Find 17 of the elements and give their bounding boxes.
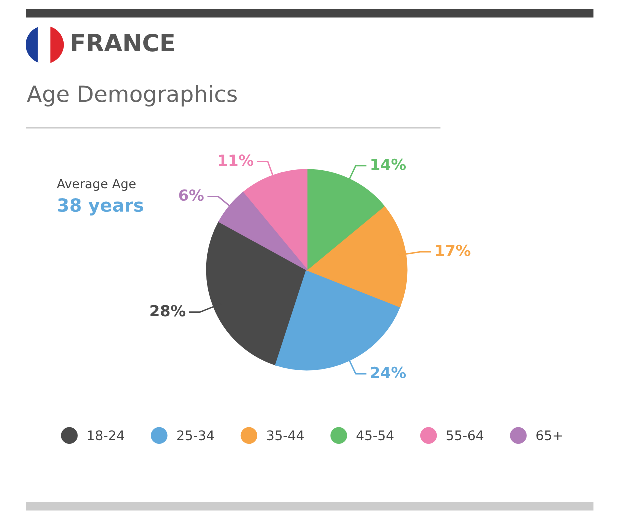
data-label: 6% [179, 190, 204, 202]
legend-label: 18-24 [88, 430, 124, 441]
chart-subtitle: Age Demographics [27, 85, 238, 107]
legend-label: 35-44 [267, 430, 304, 441]
data-label: 28% [150, 305, 186, 317]
legend-label: 45-54 [356, 430, 394, 441]
legend-label: 25-34 [178, 430, 214, 441]
pie-slice [306, 169, 385, 271]
data-label: 14% [372, 158, 406, 170]
text: 38 years [58, 198, 144, 216]
data-label: 24% [371, 366, 406, 378]
chart-title: FRANCE [72, 34, 174, 52]
legend-label: 55-64 [446, 430, 484, 441]
data-label: 11% [219, 154, 254, 166]
data-label: 17% [436, 244, 471, 256]
legend-label: 65+ [536, 430, 562, 441]
text: Average Age [57, 179, 136, 192]
